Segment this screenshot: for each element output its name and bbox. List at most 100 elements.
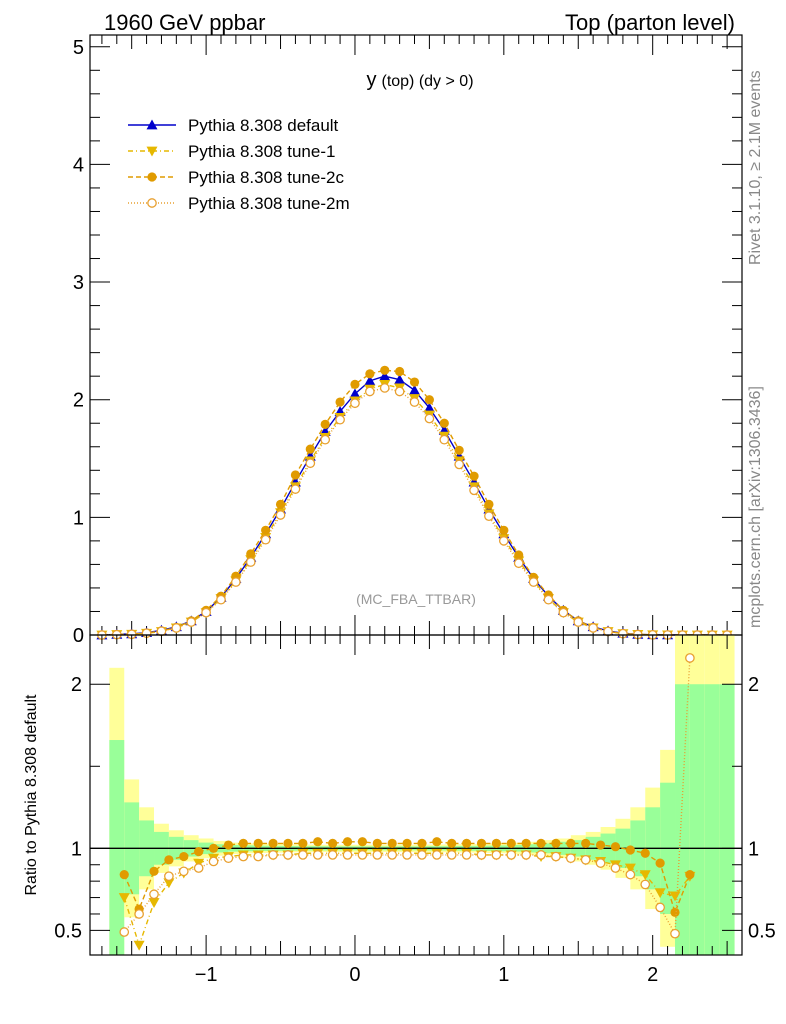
ratio-data-point: [417, 838, 427, 849]
ratio-data-point: [640, 879, 651, 890]
ratio-data-point: [581, 838, 591, 849]
ratio-data-point: [670, 907, 680, 917]
ratio-y-tick-label-right: 0.5: [748, 920, 776, 942]
data-point: [305, 444, 315, 454]
data-point: [260, 534, 271, 545]
ratio-data-point: [491, 850, 502, 860]
ratio-data-point: [431, 850, 442, 860]
ratio-data-point: [655, 902, 665, 913]
x-tick-label: −1: [195, 964, 218, 986]
ratio-data-point: [565, 853, 576, 864]
ratio-data-point: [134, 909, 144, 919]
data-point: [558, 607, 569, 618]
y-tick-label: 4: [73, 154, 84, 176]
band-green: [704, 684, 720, 955]
data-point: [424, 413, 435, 424]
ratio-data-point: [164, 855, 174, 865]
data-point: [261, 525, 271, 535]
ratio-data-point: [148, 898, 160, 908]
data-point: [543, 594, 554, 605]
rivet-label: Rivet 3.1.10, ≥ 2.1M events: [747, 70, 764, 265]
band-green: [719, 684, 735, 955]
data-point: [350, 379, 360, 390]
legend-marker: [147, 198, 157, 208]
data-point: [290, 484, 301, 494]
data-point: [409, 397, 420, 407]
data-point: [484, 511, 494, 522]
legend-marker: [146, 119, 158, 130]
ratio-data-point: [595, 858, 606, 868]
legend-label: Pythia 8.308 tune-1: [188, 142, 335, 161]
ratio-data-point: [387, 838, 397, 849]
ratio-data-point: [179, 851, 189, 862]
data-point: [394, 374, 406, 385]
ratio-data-point: [223, 840, 234, 850]
legend-label: Pythia 8.308 tune-2m: [188, 194, 350, 213]
ratio-data-point: [625, 845, 635, 855]
data-point: [498, 536, 509, 546]
x-tick-label: 1: [498, 964, 509, 986]
ratio-data-point: [119, 927, 130, 937]
ratio-data-point: [268, 838, 278, 849]
ratio-series-1: [119, 837, 695, 917]
ratio-ylabel: Ratio to Pythia 8.308 default: [23, 694, 40, 896]
ratio-y-tick-label: 1: [71, 838, 82, 860]
data-point: [335, 414, 345, 425]
ratio-data-point: [118, 893, 130, 904]
data-point: [305, 458, 316, 469]
data-point: [335, 397, 345, 407]
ratio-data-point: [476, 838, 487, 849]
ratio-data-point: [461, 850, 472, 860]
data-point: [469, 485, 479, 496]
ratio-data-point: [193, 863, 204, 873]
ratio-data-point: [491, 838, 501, 849]
data-point: [379, 370, 391, 381]
data-point: [156, 626, 167, 637]
ratio-data-point: [253, 838, 263, 849]
legend-label: Pythia 8.308 default: [188, 116, 339, 135]
ratio-data-point: [639, 870, 651, 881]
header-left: 1960 GeV ppbar: [104, 10, 265, 35]
legend-marker: [146, 146, 158, 157]
y-tick-label: 3: [73, 272, 84, 294]
main-title-main: y: [366, 69, 376, 91]
mcplots-label: mcplots.cern.ch [arXiv:1306.3436]: [747, 386, 764, 628]
ratio-data-point: [446, 850, 457, 860]
data-point: [171, 623, 182, 633]
data-point: [409, 377, 420, 387]
band-green: [689, 684, 705, 955]
data-point: [395, 366, 405, 377]
y-tick-label: 1: [73, 507, 84, 529]
ratio-data-point: [506, 850, 517, 860]
ratio-data-point: [357, 850, 368, 860]
band-green: [675, 684, 690, 955]
ratio-data-point: [506, 838, 516, 849]
data-point: [231, 577, 241, 587]
ratio-data-point: [164, 871, 174, 882]
ratio-data-point: [119, 869, 129, 880]
ratio-data-point: [223, 853, 234, 864]
ratio-data-point: [417, 850, 427, 860]
data-point: [424, 395, 434, 405]
y-tick-label: 2: [73, 390, 84, 412]
ratio-data-point: [462, 838, 472, 849]
ratio-y-tick-label: 0.5: [54, 920, 82, 942]
ratio-data-point: [447, 838, 457, 849]
x-tick-label: 2: [647, 964, 658, 986]
ratio-data-point: [372, 850, 383, 860]
data-point: [528, 577, 539, 587]
legend-label: Pythia 8.308 tune-2c: [188, 168, 344, 187]
data-point: [588, 623, 598, 633]
ratio-data-point: [357, 837, 368, 847]
data-point: [245, 557, 256, 567]
band-green: [109, 740, 125, 955]
data-point: [513, 558, 524, 569]
data-point: [394, 386, 405, 397]
data-point: [320, 434, 331, 445]
ratio-data-point: [402, 838, 412, 849]
ratio-data-point: [133, 940, 145, 951]
data-point: [439, 418, 449, 428]
ratio-data-point: [238, 851, 249, 862]
ratio-data-point: [208, 856, 219, 867]
main-title: y (top) (dy > 0): [366, 69, 473, 91]
